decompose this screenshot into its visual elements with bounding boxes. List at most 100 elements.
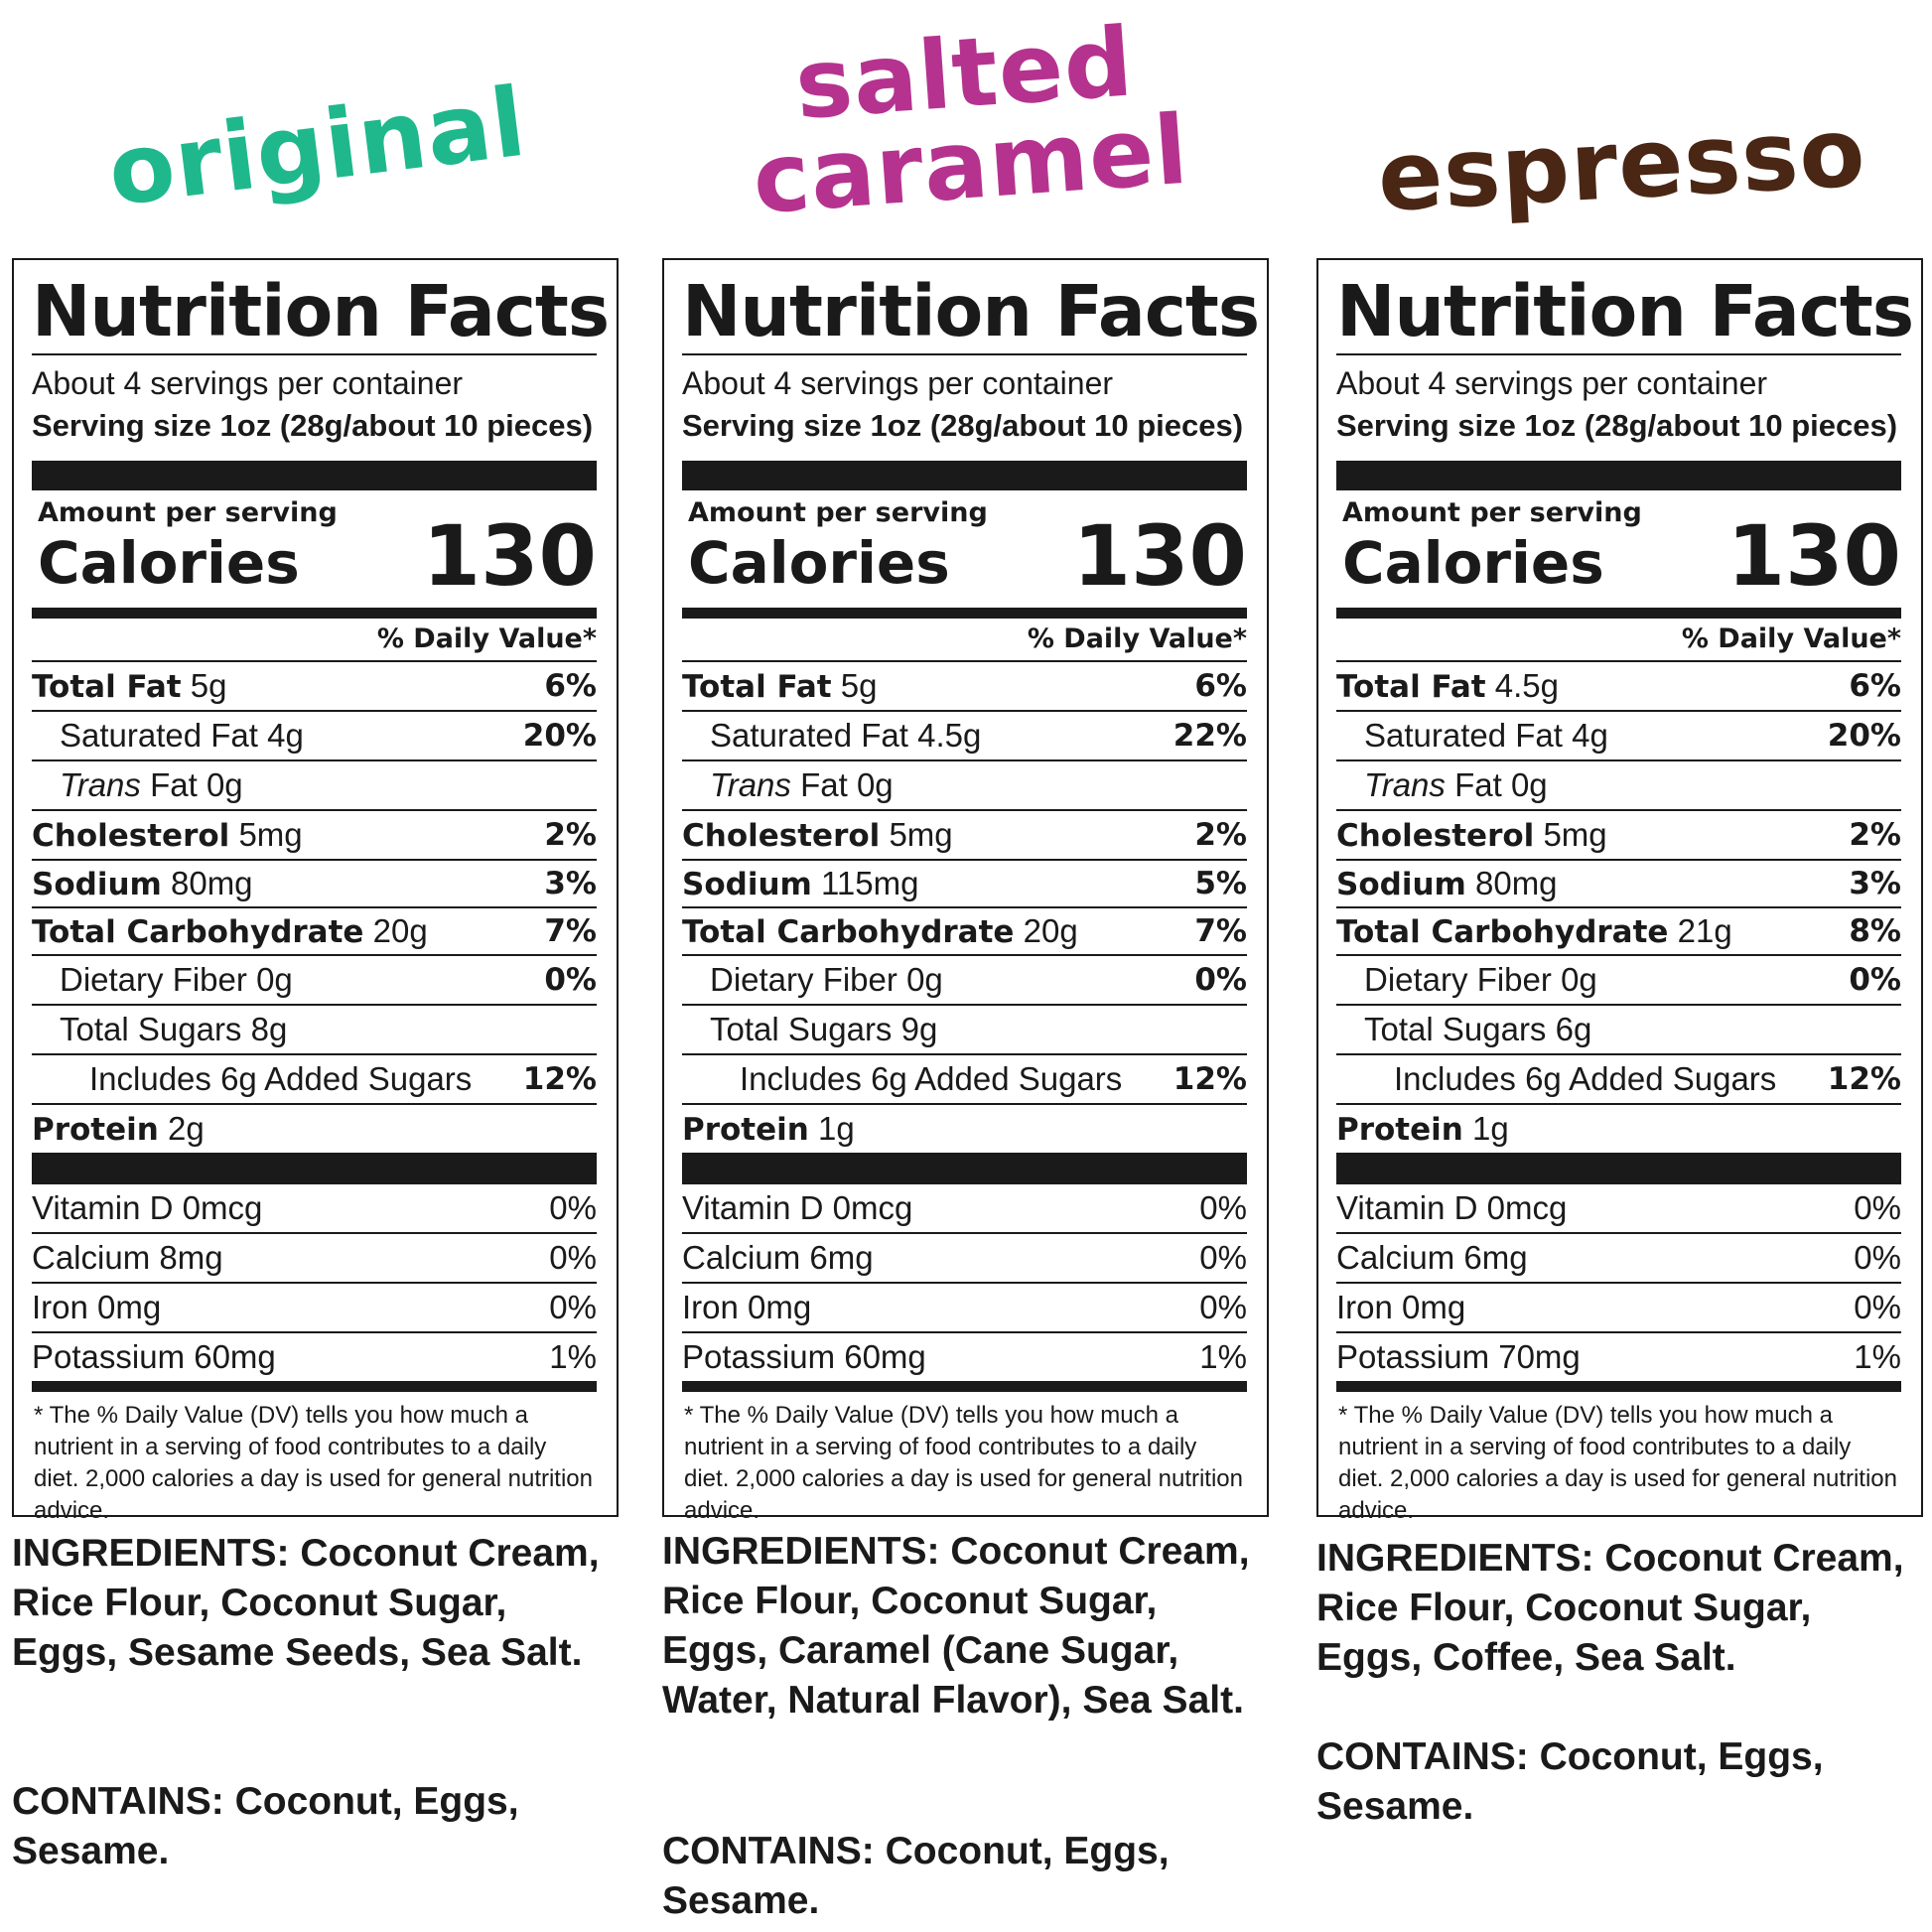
total-sugars-label: Total Sugars (60, 1011, 242, 1047)
vitamin-d-row: Vitamin D 0mcg 0% (682, 1184, 1247, 1234)
cholesterol-dv: 2% (544, 817, 597, 853)
trans-fat-italic: Trans (60, 766, 141, 803)
saturated-fat-row: Saturated Fat 4g 20% (32, 712, 597, 761)
vitamin-d-label: Vitamin D 0mcg (1336, 1189, 1568, 1226)
vitamin-d-label: Vitamin D 0mcg (32, 1189, 263, 1226)
protein-amount: 1g (1472, 1110, 1509, 1147)
added-sugars-dv: 12% (1173, 1061, 1247, 1097)
allergens-text: CONTAINS: Coconut, Eggs, Sesame. (662, 1830, 1170, 1922)
trans-fat-amount: 0g (1510, 766, 1548, 803)
total-sugars-row: Total Sugars 6g (1336, 1006, 1901, 1055)
total-carbohydrate-label: Total Carbohydrate (1336, 914, 1669, 950)
saturated-fat-label: Saturated Fat (1364, 717, 1563, 754)
daily-value-footnote: * The % Daily Value (DV) tells you how m… (34, 1402, 594, 1524)
protein-label: Protein (32, 1112, 159, 1148)
total-carbohydrate-amount: 20g (372, 912, 428, 949)
vitamin-d-row: Vitamin D 0mcg 0% (1336, 1184, 1901, 1234)
cholesterol-amount: 5mg (238, 816, 303, 853)
total-fat-dv: 6% (544, 668, 597, 704)
total-fat-amount: 5g (840, 667, 878, 704)
total-fat-amount: 5g (190, 667, 227, 704)
servings-per-container: About 4 servings per container (32, 365, 464, 401)
amount-per-serving: Amount per serving (38, 497, 338, 528)
vitamin-d-dv: 0% (549, 1189, 597, 1226)
dietary-fiber-row: Dietary Fiber 0g 0% (682, 956, 1247, 1006)
sodium-row: Sodium 115mg 5% (682, 861, 1247, 908)
calories-row: Calories 130 (1336, 514, 1901, 598)
cholesterol-amount: 5mg (1543, 816, 1607, 853)
trans-fat-italic: Trans (1364, 766, 1446, 803)
thick-bar (32, 461, 597, 490)
added-sugars-row: Includes 6g Added Sugars 12% (682, 1055, 1247, 1105)
thick-bar (682, 461, 1247, 490)
trans-fat-italic: Trans (710, 766, 791, 803)
ingredients-text: INGREDIENTS: Coconut Cream, Rice Flour, … (12, 1532, 600, 1674)
trans-fat-row: Trans Fat 0g (1336, 761, 1901, 811)
calories-label: Calories (1342, 529, 1604, 597)
total-sugars-label: Total Sugars (710, 1011, 893, 1047)
vitamin-d-row: Vitamin D 0mcg 0% (32, 1184, 597, 1234)
ingredients-text: INGREDIENTS: Coconut Cream, Rice Flour, … (1316, 1537, 1904, 1679)
flavor-name: original (7, 55, 626, 239)
total-fat-row: Total Fat 5g 6% (32, 662, 597, 712)
daily-value-header: % Daily Value* (32, 619, 597, 662)
sodium-row: Sodium 80mg 3% (1336, 861, 1901, 908)
dietary-fiber-row: Dietary Fiber 0g 0% (32, 956, 597, 1006)
iron-row: Iron 0mg 0% (1336, 1284, 1901, 1333)
daily-value-footnote: * The % Daily Value (DV) tells you how m… (684, 1402, 1244, 1524)
total-carbohydrate-amount: 21g (1677, 912, 1732, 949)
total-fat-row: Total Fat 4.5g 6% (1336, 662, 1901, 712)
saturated-fat-label: Saturated Fat (60, 717, 258, 754)
allergens-text: CONTAINS: Coconut, Eggs, Sesame. (12, 1780, 519, 1872)
ingredients-text: INGREDIENTS: Coconut Cream, Rice Flour, … (662, 1530, 1250, 1722)
calcium-row: Calcium 6mg 0% (682, 1234, 1247, 1284)
iron-dv: 0% (1854, 1289, 1901, 1325)
potassium-dv: 1% (1854, 1338, 1901, 1375)
potassium-row: Potassium 60mg 1% (682, 1333, 1247, 1381)
trans-fat-label: Fat (150, 766, 198, 803)
saturated-fat-dv: 20% (1827, 718, 1901, 754)
dietary-fiber-dv: 0% (544, 962, 597, 998)
dietary-fiber-label: Dietary Fiber (1364, 961, 1552, 998)
cholesterol-label: Cholesterol (1336, 818, 1535, 854)
serving-size-text: Serving size 1oz (28g/about 10 pieces) (1336, 408, 1898, 443)
potassium-dv: 1% (1199, 1338, 1247, 1375)
serving-size-text: Serving size 1oz (28g/about 10 pieces) (682, 408, 1244, 443)
total-carbohydrate-dv: 7% (1194, 913, 1247, 949)
iron-row: Iron 0mg 0% (32, 1284, 597, 1333)
medium-bar (32, 608, 597, 619)
vitamin-d-label: Vitamin D 0mcg (682, 1189, 913, 1226)
trans-fat-amount: 0g (856, 766, 894, 803)
added-sugars-label: Includes 6g Added Sugars (1394, 1060, 1777, 1097)
iron-row: Iron 0mg 0% (682, 1284, 1247, 1333)
saturated-fat-amount: 4g (1572, 717, 1608, 754)
protein-amount: 1g (818, 1110, 855, 1147)
sodium-dv: 3% (1849, 866, 1901, 901)
cholesterol-amount: 5mg (889, 816, 953, 853)
calories-row: Calories 130 (32, 514, 597, 598)
dietary-fiber-row: Dietary Fiber 0g 0% (1336, 956, 1901, 1006)
calories-value: 130 (1726, 507, 1901, 605)
product-column-1: original Nutrition Facts About 4 serving… (12, 0, 622, 1932)
iron-label: Iron 0mg (32, 1289, 162, 1325)
total-carbohydrate-amount: 20g (1023, 912, 1078, 949)
cholesterol-row: Cholesterol 5mg 2% (682, 811, 1247, 861)
trans-fat-row: Trans Fat 0g (682, 761, 1247, 811)
saturated-fat-row: Saturated Fat 4g 20% (1336, 712, 1901, 761)
cholesterol-row: Cholesterol 5mg 2% (1336, 811, 1901, 861)
serving-size-text: Serving size 1oz (28g/about 10 pieces) (32, 408, 594, 443)
cholesterol-dv: 2% (1849, 817, 1901, 853)
sodium-label: Sodium (1336, 867, 1466, 902)
calcium-row: Calcium 8mg 0% (32, 1234, 597, 1284)
total-fat-label: Total Fat (682, 669, 832, 705)
dietary-fiber-label: Dietary Fiber (60, 961, 247, 998)
protein-row: Protein 2g (32, 1105, 597, 1153)
footnote-bar (682, 1381, 1247, 1392)
vitamins-bar (32, 1153, 597, 1184)
footnote-bar (32, 1381, 597, 1392)
total-fat-row: Total Fat 5g 6% (682, 662, 1247, 712)
sodium-amount: 115mg (820, 865, 919, 901)
added-sugars-label: Includes 6g Added Sugars (89, 1060, 473, 1097)
total-sugars-row: Total Sugars 9g (682, 1006, 1247, 1055)
flavor-name: salted caramel (656, 6, 1278, 235)
